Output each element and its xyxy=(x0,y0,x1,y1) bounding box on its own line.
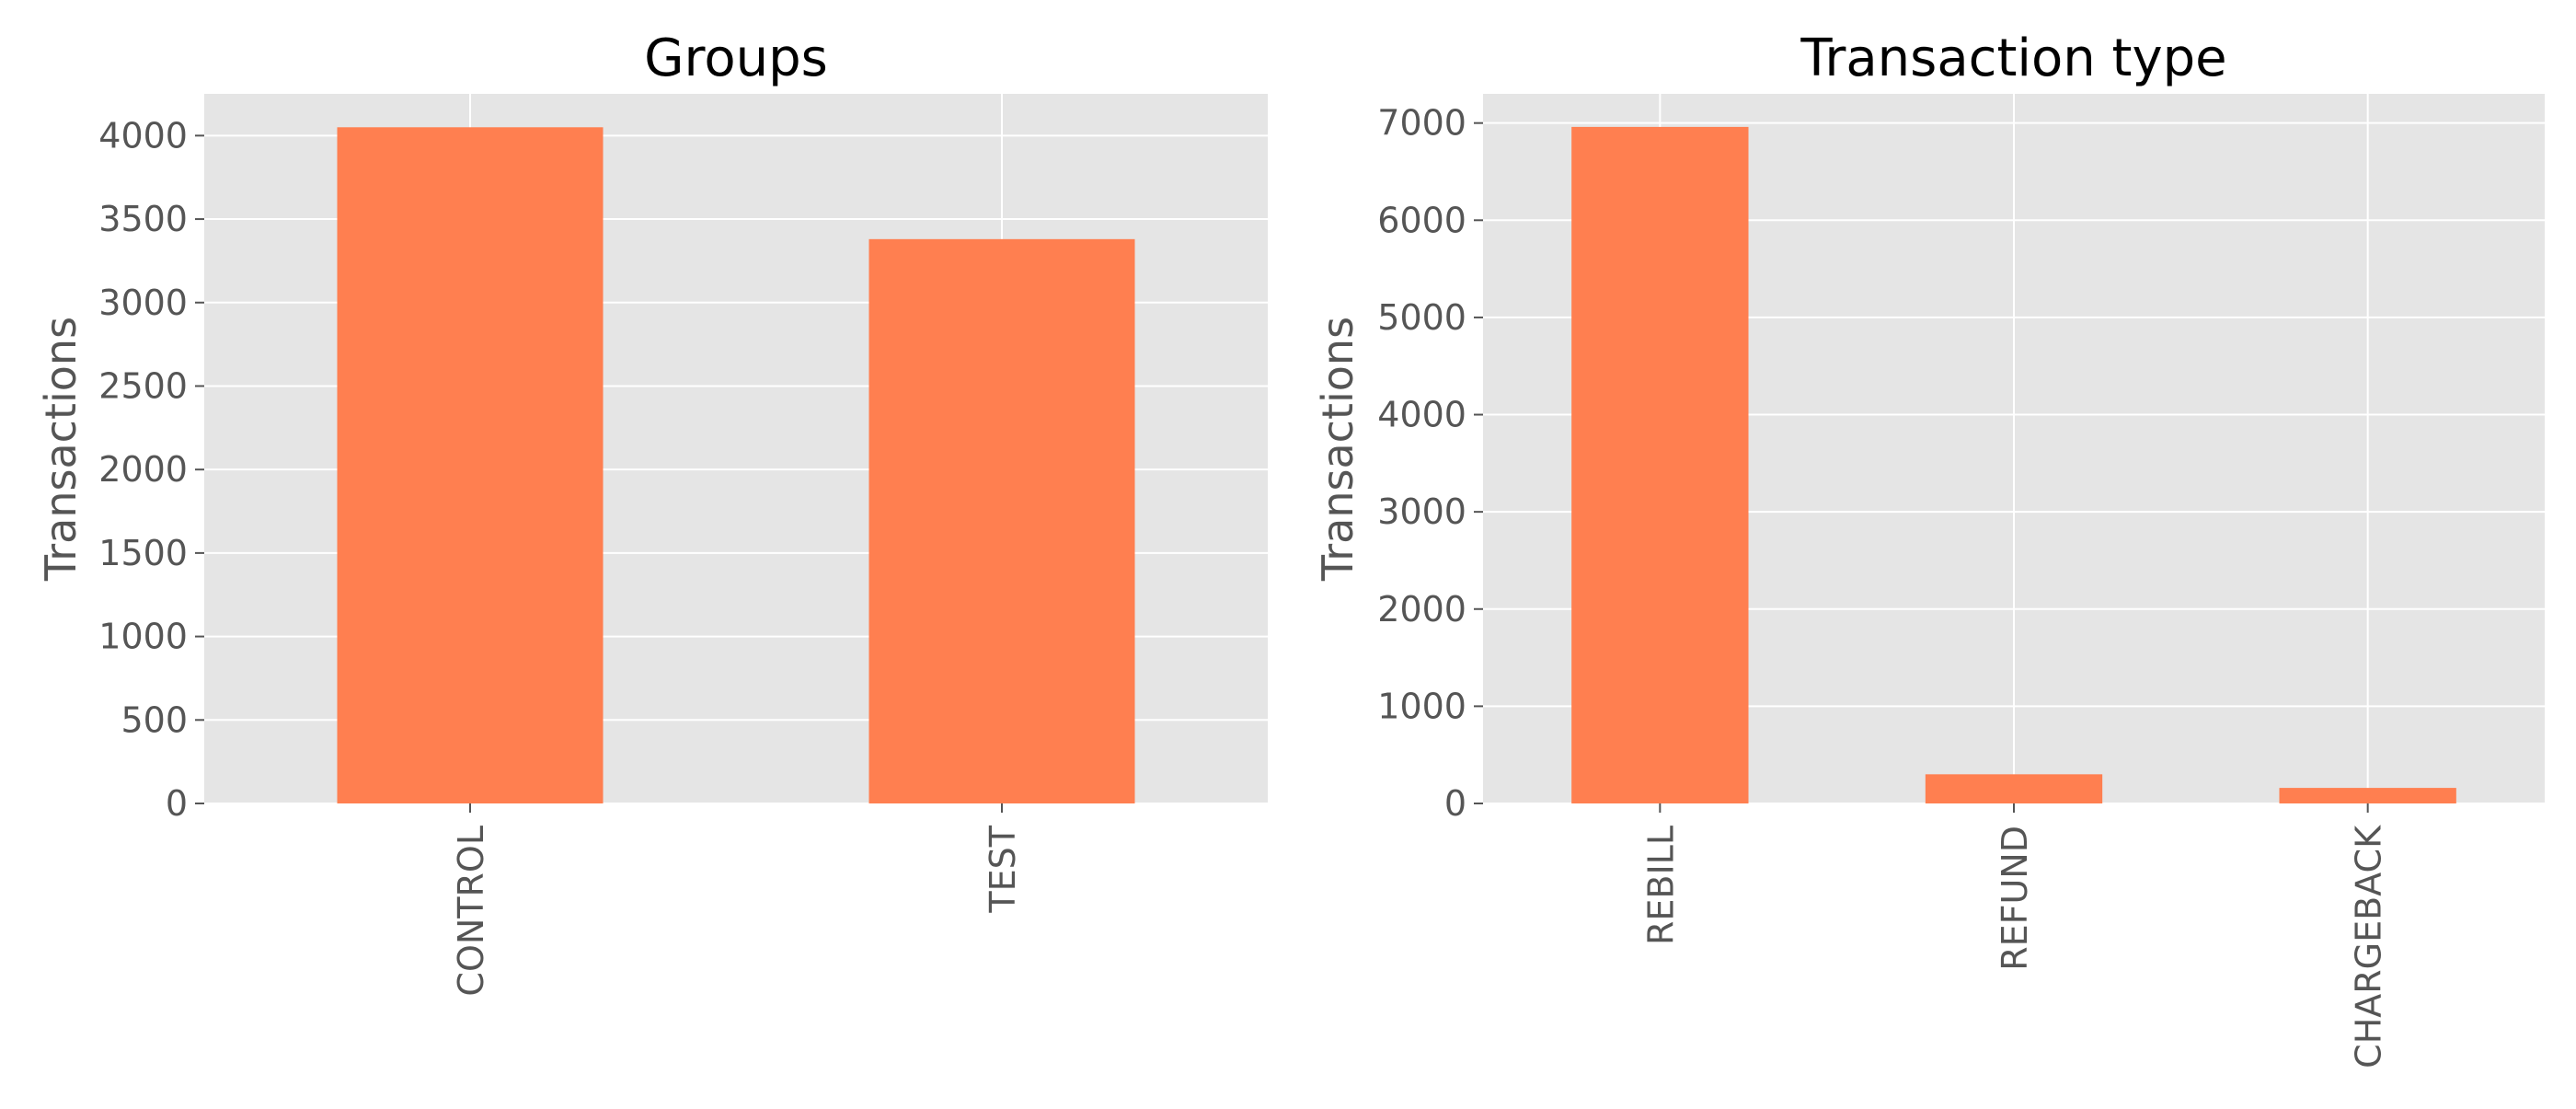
transaction-type-ytick-label-3000: 3000 xyxy=(1377,491,1466,532)
transaction-type-chart-title: Transaction type xyxy=(1800,29,2226,88)
groups-ytick-label-3500: 3500 xyxy=(98,199,188,239)
bar-chargeback xyxy=(2279,788,2456,803)
transaction-type-ytick-label-5000: 5000 xyxy=(1377,297,1466,338)
bar-refund xyxy=(1925,774,2103,803)
bar-test xyxy=(868,238,1135,803)
xtick-label-rebill: REBILL xyxy=(1640,826,1681,945)
transaction-type-ytick-label-0: 0 xyxy=(1444,783,1466,824)
groups-ytick-label-500: 500 xyxy=(121,699,188,740)
transaction-type-chart: 0 1000 2000 3000 4000 5000 6000 7000 REBILL REFUN… xyxy=(1313,29,2545,1069)
bar-rebill xyxy=(1571,126,1749,803)
groups-ytick-label-2000: 2000 xyxy=(98,449,188,490)
groups-ytick-label-4000: 4000 xyxy=(98,115,188,156)
groups-ytick-label-3000: 3000 xyxy=(98,283,188,323)
xtick-label-refund: REFUND xyxy=(1995,826,2035,971)
transaction-type-ytick-label-7000: 7000 xyxy=(1377,103,1466,144)
transaction-type-ytick-label-1000: 1000 xyxy=(1377,686,1466,726)
groups-ytick-label-0: 0 xyxy=(166,783,188,824)
transaction-type-ytick-label-4000: 4000 xyxy=(1377,395,1466,435)
xtick-label-chargeback: CHARGEBACK xyxy=(2349,825,2389,1069)
xtick-label-test: TEST xyxy=(983,825,1023,913)
groups-ytick-label-2500: 2500 xyxy=(98,365,188,406)
groups-chart-title: Groups xyxy=(644,29,828,88)
groups-ylabel: Transactions xyxy=(36,317,86,582)
transaction-type-ytick-label-6000: 6000 xyxy=(1377,200,1466,240)
bar-control xyxy=(337,127,604,803)
groups-ytick-label-1500: 1500 xyxy=(98,533,188,573)
groups-ytick-label-1000: 1000 xyxy=(98,617,188,657)
transaction-type-ytick-label-2000: 2000 xyxy=(1377,589,1466,630)
transaction-type-ylabel: Transactions xyxy=(1313,317,1363,582)
groups-chart: 0 500 1000 1500 2000 2500 3000 3500 4000 CONTROL T… xyxy=(36,29,1268,997)
xtick-label-control: CONTROL xyxy=(451,826,491,997)
